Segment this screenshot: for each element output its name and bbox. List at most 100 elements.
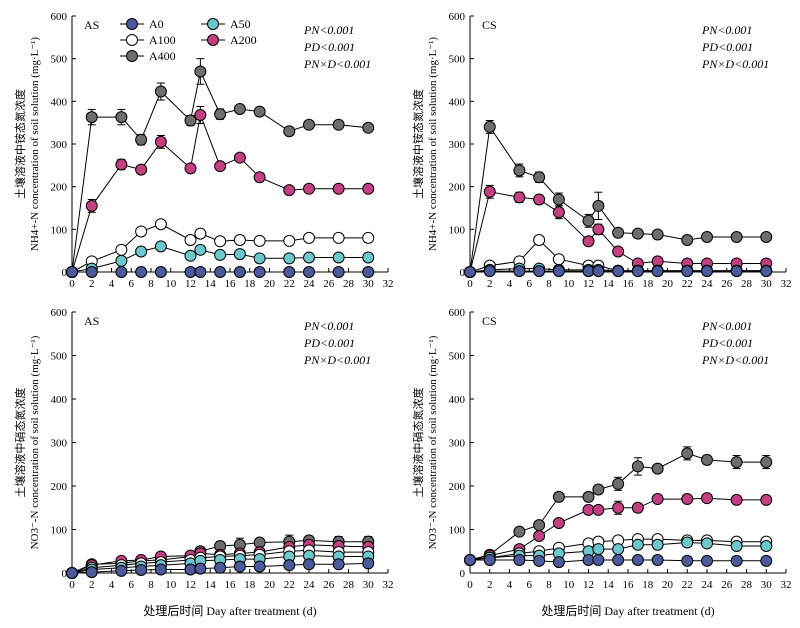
data-point-A200 xyxy=(214,160,227,173)
data-point-A100 xyxy=(115,243,128,256)
legend-label: A0 xyxy=(149,17,164,31)
data-point-A400 xyxy=(730,456,743,469)
x-tick-label: 6 xyxy=(527,278,533,290)
x-tick-label: 6 xyxy=(129,579,135,591)
data-point-A50 xyxy=(233,248,246,261)
data-point-A400 xyxy=(681,447,694,460)
data-point-A50 xyxy=(303,251,315,264)
data-point-A50 xyxy=(760,540,773,553)
data-point-A50 xyxy=(612,543,625,556)
data-point-A0 xyxy=(66,567,78,579)
y-tick-label: 0 xyxy=(62,267,68,279)
data-point-A200 xyxy=(253,171,266,184)
data-point-A200 xyxy=(303,182,315,195)
stat-annotation: PN×D<0.001 xyxy=(303,353,371,367)
y-tick-label: 200 xyxy=(449,481,466,493)
stat-annotation: PN×D<0.001 xyxy=(303,57,371,71)
x-tick-label: 12 xyxy=(583,278,594,290)
data-point-A100 xyxy=(533,234,546,246)
y-tick-label: 100 xyxy=(449,224,466,236)
data-point-A400 xyxy=(513,525,526,538)
data-point-A0 xyxy=(483,553,496,566)
data-point-A200 xyxy=(552,206,565,219)
data-point-A0 xyxy=(283,559,296,572)
legend-label: A200 xyxy=(230,33,257,47)
y-tick-label: 100 xyxy=(51,224,68,236)
data-point-A200 xyxy=(730,493,743,506)
data-point-A100 xyxy=(233,234,246,246)
x-tick-label: 14 xyxy=(205,278,217,290)
data-point-A50 xyxy=(651,538,664,551)
data-point-A200 xyxy=(681,493,694,506)
x-tick-label: 2 xyxy=(487,278,493,290)
y-tick-label: 600 xyxy=(449,11,466,23)
x-tick-label: 24 xyxy=(304,278,316,290)
data-point-A400 xyxy=(651,228,664,241)
data-point-A100 xyxy=(135,225,148,238)
x-tick-label: 24 xyxy=(702,278,714,290)
x-tick-label: 18 xyxy=(244,278,256,290)
data-point-A0 xyxy=(651,265,664,278)
stat-annotation: PN<0.001 xyxy=(701,319,752,333)
x-tick-label: 28 xyxy=(343,579,355,591)
y-tick-label: 500 xyxy=(449,54,466,66)
data-point-A0 xyxy=(701,554,713,567)
data-point-A400 xyxy=(701,231,713,244)
x-tick-label: 20 xyxy=(662,278,674,290)
stat-annotation: PD<0.001 xyxy=(701,40,753,54)
data-point-A200 xyxy=(651,493,664,506)
legend-item-A200: A200 xyxy=(201,33,257,47)
legend-item-A0: A0 xyxy=(120,17,164,31)
data-point-A400 xyxy=(582,214,595,227)
data-point-A0 xyxy=(533,265,546,278)
data-point-A200 xyxy=(135,163,148,176)
data-point-A0 xyxy=(184,563,197,576)
y-tick-label: 300 xyxy=(449,139,466,151)
x-tick-label: 14 xyxy=(205,579,217,591)
legend-marker xyxy=(207,18,219,30)
data-point-A0 xyxy=(194,266,207,278)
data-point-A200 xyxy=(513,191,526,204)
y-tick-label: 500 xyxy=(51,54,68,66)
data-point-A200 xyxy=(332,182,345,195)
data-point-A200 xyxy=(582,235,595,248)
panel-label: AS xyxy=(84,314,99,328)
data-point-A100 xyxy=(214,235,227,248)
legend: A0 A50 A100 A200 A400 xyxy=(120,17,257,63)
stat-annotation: PD<0.001 xyxy=(701,336,753,350)
series-A0 xyxy=(464,265,773,278)
y-tick-label: 200 xyxy=(51,481,68,493)
y-tick-label: 400 xyxy=(449,96,466,108)
data-point-A200 xyxy=(483,185,496,198)
data-point-A400 xyxy=(332,118,345,131)
data-point-A50 xyxy=(253,252,266,265)
data-point-A200 xyxy=(612,501,625,514)
data-point-A0 xyxy=(612,265,625,278)
x-tick-label: 24 xyxy=(304,579,316,591)
data-point-A400 xyxy=(701,453,713,466)
x-tick-label: 0 xyxy=(69,579,75,591)
data-point-A50 xyxy=(115,254,128,267)
data-point-A100 xyxy=(184,234,197,246)
x-tick-label: 20 xyxy=(264,278,276,290)
data-point-A200 xyxy=(592,503,605,516)
y-tick-label: 500 xyxy=(51,351,68,363)
data-point-A0 xyxy=(513,265,526,278)
stat-annotation: PN<0.001 xyxy=(303,23,354,37)
data-point-A0 xyxy=(513,553,526,566)
data-point-A200 xyxy=(631,501,644,514)
data-point-A400 xyxy=(85,111,98,124)
legend-item-A100: A100 xyxy=(120,33,176,47)
legend-marker xyxy=(126,18,138,30)
data-point-A200 xyxy=(552,516,565,529)
data-point-A200 xyxy=(283,184,296,197)
legend-item-A50: A50 xyxy=(201,17,251,31)
legend-marker xyxy=(207,34,219,46)
y-axis-title-cn: 土壤溶液中硝态氮浓度 xyxy=(411,388,425,498)
x-tick-label: 8 xyxy=(148,278,154,290)
data-point-A0 xyxy=(194,562,207,575)
y-tick-label: 0 xyxy=(62,568,68,580)
x-tick-label: 32 xyxy=(781,579,792,591)
data-point-A0 xyxy=(612,553,625,566)
